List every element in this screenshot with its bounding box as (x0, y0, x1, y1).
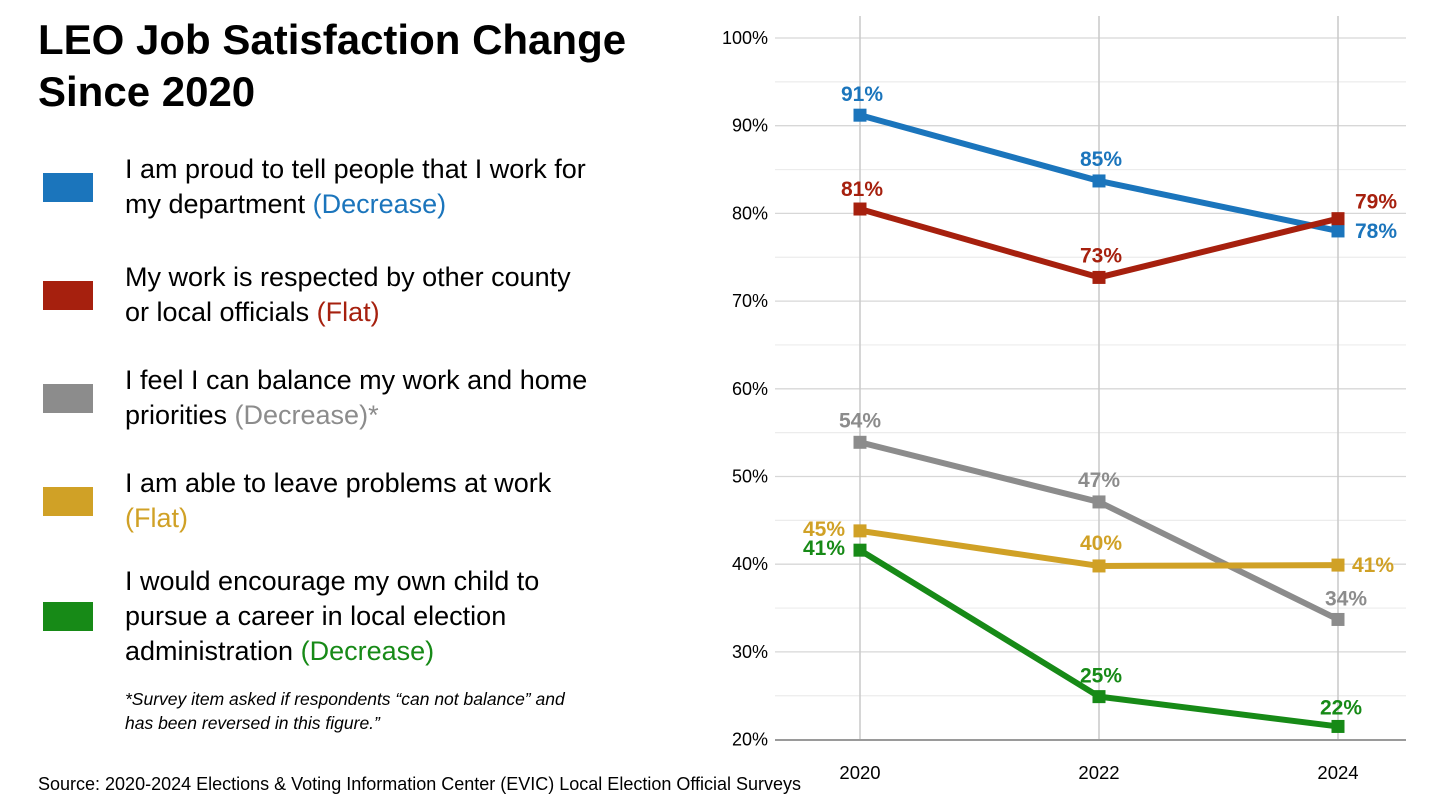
y-axis-tick-label: 100% (722, 28, 768, 48)
legend-text: My work is respected by other county or … (125, 262, 571, 327)
legend-text: I would encourage my own child to pursue… (125, 566, 540, 666)
data-label-leave-problems-at-work: 45% (803, 518, 845, 541)
x-axis-tick-label: 2022 (1078, 762, 1119, 783)
marker-leave-problems-at-work (1092, 559, 1106, 573)
x-axis-tick-label: 2024 (1317, 762, 1358, 783)
y-axis-tick-label: 90% (732, 116, 768, 136)
legend-item-work-respected: My work is respected by other county or … (43, 260, 681, 330)
marker-encourage-child (853, 543, 867, 557)
marker-proud-of-department (853, 108, 867, 122)
legend-label-balance-work-home: I feel I can balance my work and home pr… (125, 363, 681, 433)
marker-work-respected (853, 202, 867, 216)
data-label-proud-of-department: 78% (1355, 220, 1397, 243)
data-label-proud-of-department: 91% (841, 83, 883, 106)
marker-leave-problems-at-work (853, 524, 867, 538)
legend-label-work-respected: My work is respected by other county or … (125, 260, 681, 330)
source-citation: Source: 2020-2024 Elections & Voting Inf… (38, 774, 802, 794)
legend-trend: (Decrease)* (227, 400, 379, 430)
data-label-leave-problems-at-work: 40% (1080, 532, 1122, 555)
satisfaction-line-chart: 100% 90% 80% 70% 60% 50% 40% 30% 20% 2020 2022 2024… (722, 16, 1406, 783)
legend-swatch-blue (43, 172, 93, 202)
data-label-encourage-child: 41% (803, 537, 845, 560)
legend-item-encourage-child: I would encourage my own child to pursue… (43, 564, 681, 669)
y-axis-tick-label: 60% (732, 379, 768, 399)
y-axis-tick-label: 40% (732, 554, 768, 574)
data-label-balance-work-home: 34% (1325, 587, 1367, 610)
legend-trend: (Decrease) (305, 189, 447, 219)
legend-swatch-gold (43, 486, 93, 516)
marker-balance-work-home (853, 435, 867, 449)
x-axis-tick-label: 2020 (839, 762, 880, 783)
marker-encourage-child (1092, 690, 1106, 704)
marker-proud-of-department (1331, 224, 1345, 238)
marker-encourage-child (1331, 719, 1345, 733)
data-label-proud-of-department: 85% (1080, 148, 1122, 171)
legend-label-leave-problems: I am able to leave problems at work (Fla… (125, 466, 681, 536)
page-title: LEO Job Satisfaction Change Since 2020 (38, 16, 627, 115)
marker-balance-work-home (1331, 612, 1345, 626)
y-axis-tick-label: 80% (732, 203, 768, 223)
footnote: *Survey item asked if respondents “can n… (125, 689, 565, 733)
y-axis-tick-label: 30% (732, 642, 768, 662)
legend-trend: (Decrease) (293, 636, 435, 666)
marker-work-respected (1331, 212, 1345, 226)
data-label-balance-work-home: 54% (839, 409, 881, 432)
data-label-leave-problems-at-work: 41% (1352, 554, 1394, 577)
marker-proud-of-department (1092, 174, 1106, 188)
legend-text: I feel I can balance my work and home pr… (125, 365, 588, 430)
marker-work-respected (1092, 270, 1106, 284)
data-label-work-respected: 81% (841, 178, 883, 201)
y-axis-tick-label: 50% (732, 467, 768, 487)
legend-trend: (Flat) (309, 297, 380, 327)
marker-leave-problems-at-work (1331, 558, 1345, 572)
legend-label-proud-of-department: I am proud to tell people that I work fo… (125, 152, 681, 222)
marker-balance-work-home (1092, 495, 1106, 509)
data-label-balance-work-home: 47% (1078, 469, 1120, 492)
legend-swatch-red (43, 280, 93, 310)
data-label-work-respected: 73% (1080, 244, 1122, 267)
legend-item-leave-problems: I am able to leave problems at work (Fla… (43, 466, 681, 536)
legend-item-balance-work-home: I feel I can balance my work and home pr… (43, 363, 681, 433)
legend-item-proud-of-department: I am proud to tell people that I work fo… (43, 152, 681, 222)
legend-label-encourage-child: I would encourage my own child to pursue… (125, 564, 681, 669)
legend-text: I am proud to tell people that I work fo… (125, 154, 586, 219)
data-label-encourage-child: 25% (1080, 665, 1122, 688)
legend-text: I am able to leave problems at work (125, 468, 552, 498)
legend-trend: (Flat) (125, 503, 188, 533)
y-axis-tick-label: 70% (732, 291, 768, 311)
legend-swatch-green (43, 602, 93, 631)
data-label-work-respected: 79% (1355, 191, 1397, 214)
legend-swatch-gray (43, 383, 93, 413)
y-axis-tick-label: 20% (732, 730, 768, 750)
data-label-encourage-child: 22% (1320, 696, 1362, 719)
